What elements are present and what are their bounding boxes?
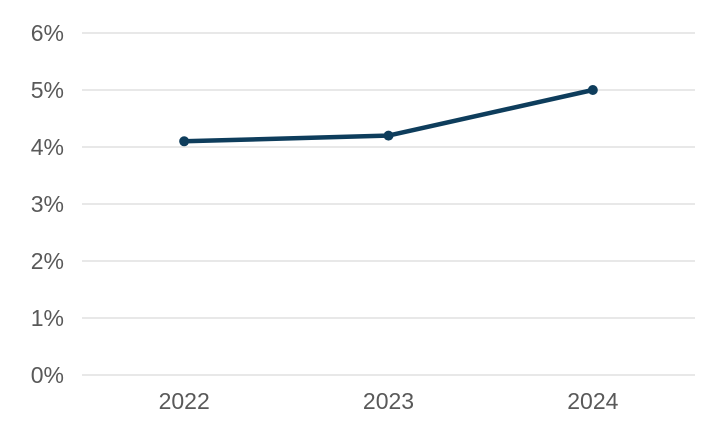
y-tick-label: 2% bbox=[31, 248, 64, 274]
y-tick-label: 1% bbox=[31, 305, 64, 331]
data-point bbox=[587, 85, 598, 95]
y-tick-label: 3% bbox=[31, 191, 64, 217]
x-tick-label: 2024 bbox=[567, 388, 618, 414]
y-tick-label: 4% bbox=[31, 134, 64, 160]
x-tick-label: 2022 bbox=[159, 388, 210, 414]
y-tick-label: 5% bbox=[31, 77, 64, 103]
x-tick-label: 2023 bbox=[363, 388, 414, 414]
y-tick-label: 6% bbox=[31, 20, 64, 46]
data-point bbox=[383, 130, 394, 141]
y-tick-label: 0% bbox=[31, 362, 64, 388]
data-point bbox=[179, 136, 190, 147]
